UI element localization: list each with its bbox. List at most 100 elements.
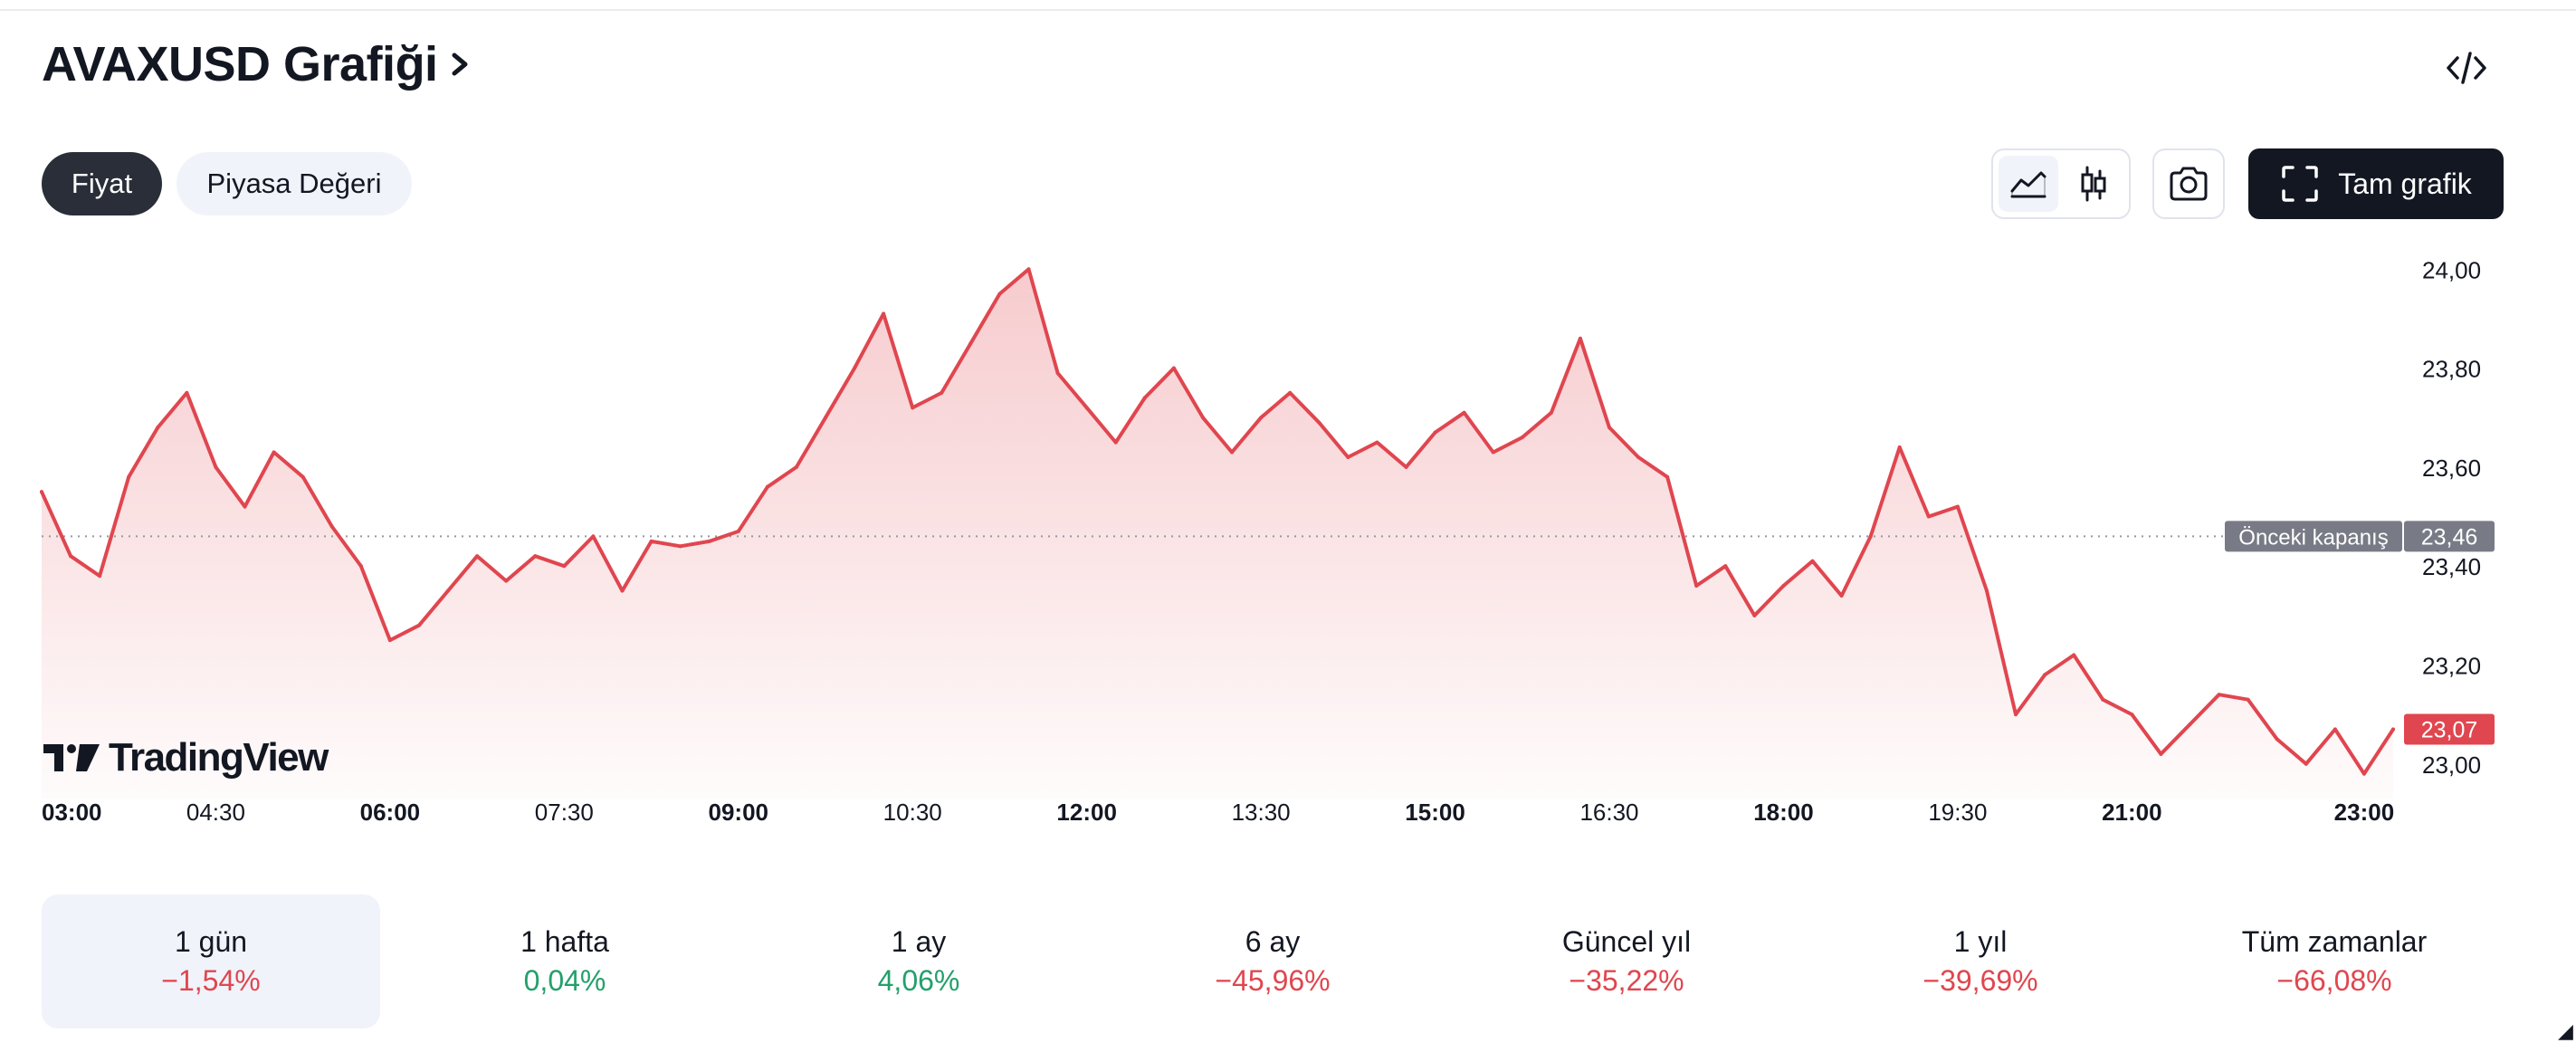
price-data-point — [2043, 673, 2047, 677]
price-data-point — [1084, 406, 1089, 410]
range-1-week[interactable]: 1 hafta 0,04% — [396, 895, 734, 1029]
price-data-point — [1288, 390, 1293, 395]
price-data-point — [1926, 514, 1931, 519]
x-tick-label: 13:30 — [1232, 799, 1291, 826]
price-data-point — [1636, 455, 1641, 459]
x-tick-label: 09:00 — [709, 799, 769, 826]
price-data-point — [1665, 474, 1670, 479]
price-data-point — [358, 564, 363, 569]
price-data-point — [185, 390, 189, 395]
range-1-year[interactable]: 1 yıl −39,69% — [1811, 895, 2150, 1029]
price-data-point — [1142, 396, 1147, 400]
previous-close-value: 23,46 — [2421, 524, 2478, 550]
price-data-point — [707, 539, 711, 543]
range-label: Tüm zamanlar — [2241, 925, 2428, 958]
price-data-point — [1781, 584, 1786, 588]
y-tick-label: 23,20 — [2422, 652, 2481, 679]
price-series-line — [40, 267, 2395, 776]
range-year-to-date[interactable]: Güncel yıl −35,22% — [1457, 895, 1796, 1029]
price-data-point — [1810, 559, 1815, 563]
range-change: −1,54% — [161, 964, 261, 997]
price-data-point — [1608, 426, 1611, 430]
page-title: AVAXUSD Grafiği — [42, 37, 438, 91]
price-data-point — [387, 638, 392, 643]
x-tick-label: 15:00 — [1405, 799, 1465, 826]
resize-corner-icon: ◢ — [2558, 1019, 2573, 1042]
price-data-point — [1520, 435, 1524, 440]
y-tick-label: 23,40 — [2422, 553, 2481, 580]
price-data-point — [475, 554, 480, 559]
screenshot-button[interactable] — [2152, 148, 2225, 219]
price-chart[interactable]: 24,00 23,80 23,60 23,40 23,20 23,00 Önceki kap… — [0, 244, 2576, 842]
price-data-point — [1113, 440, 1118, 445]
price-data-point — [2361, 771, 2366, 776]
price-data-point — [2130, 713, 2134, 717]
price-data-point — [997, 292, 1002, 296]
y-tick-label: 24,00 — [2422, 256, 2481, 283]
price-data-point — [40, 490, 43, 494]
range-change: −35,22% — [1569, 964, 1684, 997]
price-data-point — [2101, 697, 2105, 702]
price-data-point — [678, 544, 682, 549]
range-all-time[interactable]: Tüm zamanlar −66,08% — [2165, 895, 2504, 1029]
x-tick-label: 23:00 — [2334, 799, 2395, 826]
price-data-point — [1026, 267, 1031, 272]
price-data-point — [591, 534, 596, 539]
range-label: 6 ay — [1245, 925, 1301, 958]
range-change: 0,04% — [523, 964, 606, 997]
price-data-point — [2159, 751, 2163, 756]
code-icon — [2447, 52, 2486, 84]
full-chart-button[interactable]: Tam grafik — [2248, 148, 2504, 219]
x-tick-label: 03:00 — [42, 799, 102, 826]
price-data-point — [98, 574, 102, 579]
chart-style-toggle — [1991, 148, 2131, 219]
previous-close-label-box — [2225, 521, 2402, 552]
previous-close-value-box — [2404, 521, 2495, 552]
watermark-text: TradingView — [109, 735, 329, 780]
fullscreen-icon — [2282, 166, 2318, 202]
last-price-label: 23,07 — [2421, 718, 2478, 743]
price-data-point — [1897, 445, 1902, 450]
chevron-right-icon — [452, 53, 468, 76]
tradingview-icon — [43, 744, 100, 771]
price-data-point — [736, 529, 740, 533]
range-label: 1 hafta — [520, 925, 609, 958]
range-label: 1 ay — [891, 925, 947, 958]
price-data-point — [882, 311, 886, 316]
x-tick-label: 21:00 — [2102, 799, 2162, 826]
range-1-month[interactable]: 1 ay 4,06% — [749, 895, 1088, 1029]
y-tick-label: 23,60 — [2422, 455, 2481, 482]
chart-title-link[interactable]: AVAXUSD Grafiği — [42, 36, 476, 92]
range-1-day[interactable]: 1 gün −1,54% — [42, 895, 380, 1029]
candlestick-chart-button[interactable] — [2064, 156, 2123, 212]
price-data-point — [272, 450, 276, 455]
price-data-point — [562, 564, 567, 569]
range-6-months[interactable]: 6 ay −45,96% — [1103, 895, 1442, 1029]
tab-price[interactable]: Fiyat — [42, 152, 162, 215]
price-data-point — [853, 366, 857, 370]
price-data-point — [1868, 534, 1873, 539]
embed-code-button[interactable] — [2444, 45, 2489, 91]
price-data-point — [649, 539, 654, 543]
tab-market-cap[interactable]: Piyasa Değeri — [177, 152, 412, 215]
x-tick-label: 19:30 — [1928, 799, 1987, 826]
price-data-point — [1462, 410, 1466, 415]
price-data-point — [2014, 713, 2018, 717]
price-data-point — [504, 579, 509, 583]
price-data-point — [1549, 410, 1553, 415]
price-data-point — [1404, 464, 1408, 469]
x-tick-label: 06:00 — [360, 799, 421, 826]
price-data-point — [1055, 371, 1060, 376]
price-data-point — [1317, 420, 1321, 425]
price-data-point — [968, 341, 973, 346]
range-label: 1 yıl — [1953, 925, 2008, 958]
price-data-point — [1694, 584, 1699, 588]
price-data-point — [243, 504, 247, 509]
price-data-point — [1491, 450, 1495, 455]
camera-icon — [2170, 167, 2208, 201]
range-change: −39,69% — [1922, 964, 2038, 997]
area-chart-button[interactable] — [1999, 156, 2058, 212]
y-tick-label: 23,00 — [2422, 751, 2481, 779]
range-change: −66,08% — [2276, 964, 2392, 997]
price-data-point — [911, 406, 915, 410]
